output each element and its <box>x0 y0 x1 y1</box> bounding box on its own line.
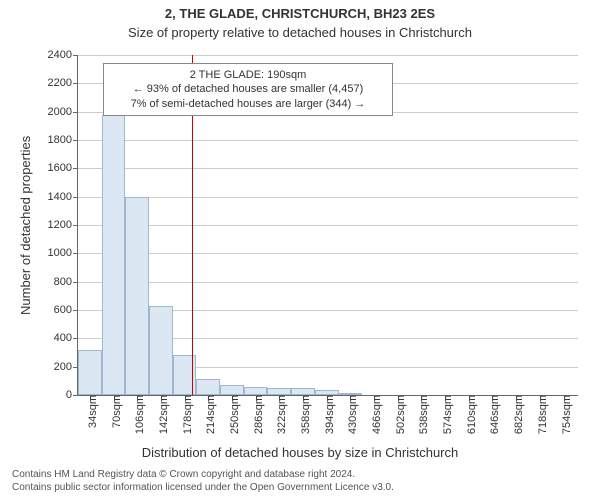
x-tick-label: 610sqm <box>460 395 478 434</box>
y-tick-label: 2400 <box>48 49 78 61</box>
x-tick-label: 754sqm <box>555 395 573 434</box>
y-tick-label: 2000 <box>48 106 78 118</box>
y-tick-label: 1800 <box>48 134 78 146</box>
histogram-bar <box>220 385 244 395</box>
gridline <box>78 197 578 198</box>
x-tick-label: 466sqm <box>365 395 383 434</box>
histogram-bar <box>78 350 102 395</box>
info-box-line: ← 93% of detached houses are smaller (4,… <box>108 82 388 96</box>
histogram-bar <box>244 387 268 396</box>
x-tick-label: 286sqm <box>247 395 265 434</box>
chart-subtitle: Size of property relative to detached ho… <box>0 25 600 40</box>
info-box-line: 7% of semi-detached houses are larger (3… <box>108 97 388 111</box>
info-box-line: 2 THE GLADE: 190sqm <box>108 68 388 82</box>
gridline <box>78 225 578 226</box>
y-tick-label: 1000 <box>48 247 78 259</box>
y-tick-label: 0 <box>66 389 78 401</box>
x-tick-label: 142sqm <box>152 395 170 434</box>
x-tick-label: 430sqm <box>341 395 359 434</box>
y-tick-label: 200 <box>54 361 78 373</box>
x-tick-label: 718sqm <box>531 395 549 434</box>
y-tick-label: 800 <box>54 276 78 288</box>
y-tick-label: 1400 <box>48 191 78 203</box>
histogram-bar <box>102 115 126 396</box>
x-tick-label: 358sqm <box>294 395 312 434</box>
gridline <box>78 282 578 283</box>
x-axis-label: Distribution of detached houses by size … <box>0 445 600 460</box>
x-tick-label: 178sqm <box>176 395 194 434</box>
x-tick-label: 646sqm <box>483 395 501 434</box>
footer-line: Contains HM Land Registry data © Crown c… <box>12 469 394 482</box>
x-tick-label: 322sqm <box>270 395 288 434</box>
x-tick-label: 250sqm <box>223 395 241 434</box>
histogram-bar <box>291 388 315 395</box>
x-tick-label: 502sqm <box>389 395 407 434</box>
y-tick-label: 2200 <box>48 77 78 89</box>
chart-container: { "chart": { "type": "histogram", "title… <box>0 0 600 500</box>
histogram-bar <box>267 388 291 395</box>
x-tick-label: 574sqm <box>436 395 454 434</box>
x-tick-label: 538sqm <box>412 395 430 434</box>
y-axis-label: Number of detached properties <box>18 136 33 315</box>
chart-title: 2, THE GLADE, CHRISTCHURCH, BH23 2ES <box>0 6 600 21</box>
footer-line: Contains public sector information licen… <box>12 482 394 495</box>
x-tick-label: 34sqm <box>81 395 99 428</box>
histogram-bar <box>149 306 173 395</box>
x-tick-label: 70sqm <box>105 395 123 428</box>
histogram-bar <box>196 379 220 395</box>
footer-attribution: Contains HM Land Registry data © Crown c… <box>12 469 394 494</box>
y-tick-label: 400 <box>54 332 78 344</box>
gridline <box>78 168 578 169</box>
x-tick-label: 682sqm <box>507 395 525 434</box>
gridline <box>78 140 578 141</box>
info-box: 2 THE GLADE: 190sqm← 93% of detached hou… <box>103 63 393 116</box>
y-tick-label: 600 <box>54 304 78 316</box>
x-tick-label: 214sqm <box>199 395 217 434</box>
x-tick-label: 106sqm <box>128 395 146 434</box>
y-tick-label: 1600 <box>48 162 78 174</box>
x-tick-label: 394sqm <box>318 395 336 434</box>
y-tick-label: 1200 <box>48 219 78 231</box>
gridline <box>78 55 578 56</box>
histogram-bar <box>125 197 149 395</box>
gridline <box>78 253 578 254</box>
